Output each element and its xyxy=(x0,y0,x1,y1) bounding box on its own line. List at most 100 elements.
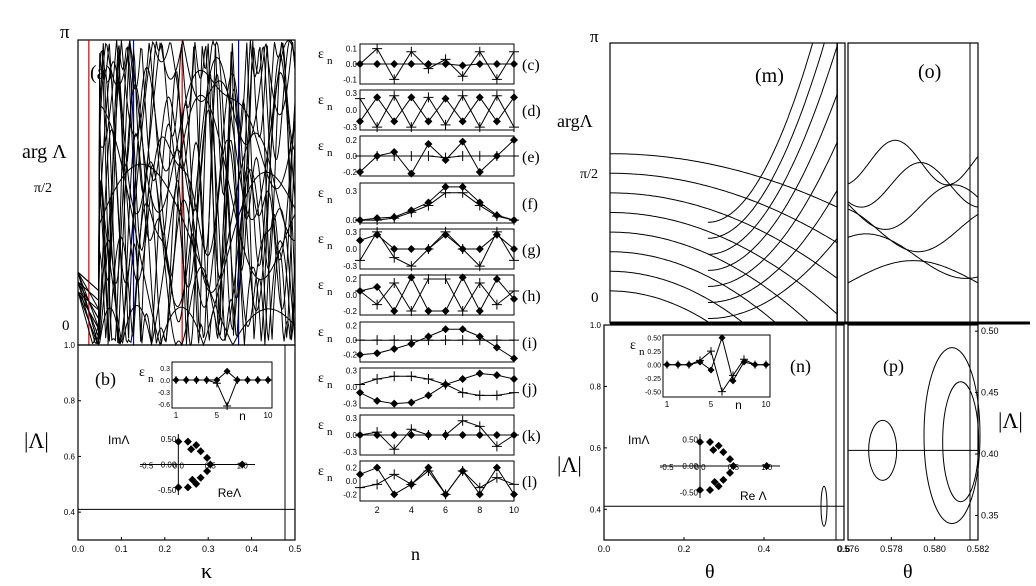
strip-diamond-7 xyxy=(475,307,484,315)
o-curve-4 xyxy=(847,162,979,208)
strip-plus-2 xyxy=(389,278,400,288)
strip-d: 0.3 0.0 -0.3 ε n (d) xyxy=(318,89,541,133)
label-half-left: π/2 xyxy=(34,181,52,196)
strip-diamond-7 xyxy=(475,431,484,439)
strip-plus-line xyxy=(360,155,514,159)
strip-diamond-1 xyxy=(373,463,382,472)
strip-diamond-0 xyxy=(356,168,364,176)
strip-diamond-6 xyxy=(458,182,467,191)
inset-eig-point-b-2 xyxy=(192,441,201,450)
strip-plus-line xyxy=(359,470,515,496)
inset-eps-xtick-b-2: 10 xyxy=(264,411,273,420)
inset-eps-ytick-b-0: 0.3 xyxy=(160,366,170,373)
label-kappa: κ xyxy=(201,558,212,583)
strip-plus-9 xyxy=(509,215,519,226)
strip-plus-8 xyxy=(491,211,502,222)
xticklabel-n-0: 0.0 xyxy=(598,544,611,554)
strip-letter: (e) xyxy=(522,149,540,166)
strip-letter: (i) xyxy=(522,335,537,352)
label-zero-right: 0 xyxy=(591,290,599,306)
strip-diamond-6 xyxy=(458,137,467,146)
strip-plus-7 xyxy=(474,122,485,133)
strip-plus-1 xyxy=(372,122,383,133)
inset-eps-xlabel-b: n xyxy=(239,409,246,423)
strip-eps-label: ε xyxy=(318,139,324,154)
strip-ytick-2: -0.2 xyxy=(343,307,357,316)
strip-plus-1 xyxy=(372,215,383,226)
strip-plus-3 xyxy=(406,306,417,316)
strip-plus-6 xyxy=(457,244,468,254)
strip-diamond-4 xyxy=(424,140,433,148)
yticklabel-b-0: 0.4 xyxy=(64,508,76,517)
inset-eig-point-b-1 xyxy=(183,437,192,446)
inset-eps-label-b: ε xyxy=(139,365,145,380)
label-abs-left: |Λ| xyxy=(24,428,49,453)
yticklabel-b-2: 0.8 xyxy=(64,397,76,406)
label-half-right: π/2 xyxy=(580,167,598,182)
strip-plus-1 xyxy=(372,43,383,54)
xticklabel-n-3: 0.6 xyxy=(838,544,851,554)
inset-eig-point-b-11 xyxy=(187,445,196,454)
strip-plus-2 xyxy=(389,371,400,382)
inset-eps-line-n-plus xyxy=(667,350,766,393)
strip-plus-line xyxy=(360,192,515,221)
strip-k: 0.3 0.0 -0.3 ε n (k) xyxy=(318,414,541,457)
strip-plus-1 xyxy=(372,427,383,438)
strip-ytick-0: 0.3 xyxy=(346,89,358,98)
strip-j: 0.3 0.0 -0.3 ε n (j) xyxy=(318,367,537,409)
strip-diamond-8 xyxy=(492,343,501,352)
strip-plus-1 xyxy=(372,335,383,346)
strip-eps-sub: n xyxy=(327,194,333,206)
inset-eps-plus-b-4 xyxy=(212,379,221,388)
strip-plus-0 xyxy=(355,379,365,390)
strip-diamond-6 xyxy=(458,374,467,383)
strip-diamond-5 xyxy=(441,307,450,315)
strip-frame xyxy=(359,321,515,363)
strip-diamond-3 xyxy=(407,398,416,407)
inset-eps-plus-n-7 xyxy=(740,355,748,364)
m-up-curve-1 xyxy=(707,189,838,303)
strip-diamond-9 xyxy=(510,245,518,253)
strip-plus-8 xyxy=(491,441,502,452)
strip-diamond-2 xyxy=(390,490,399,499)
strip-ytick-2: -0.3 xyxy=(343,400,357,409)
label-a: (a) xyxy=(90,62,112,84)
strip-diamond-1 xyxy=(373,283,382,291)
strip-plus-5 xyxy=(440,430,451,440)
strip-plus-4 xyxy=(423,200,434,211)
strip-diamond-1 xyxy=(373,93,382,102)
inset-eig-ytick-n-1: 0.00 xyxy=(682,462,698,471)
yticklabel-n-1: 0.6 xyxy=(590,444,602,453)
frame-b xyxy=(77,344,296,541)
strip-diamond-8 xyxy=(492,463,501,472)
m-down-curve-3 xyxy=(610,212,838,315)
inset-eps-plus-n-5 xyxy=(718,387,726,396)
strip-letter: (f) xyxy=(522,196,538,213)
strip-plus-2 xyxy=(389,151,400,161)
strip-diamond-3 xyxy=(407,273,416,282)
strip-diamond-8 xyxy=(492,371,501,380)
strip-plus-0 xyxy=(355,286,365,296)
o-curve-2 xyxy=(847,208,979,253)
m-up-curve-2 xyxy=(707,141,838,287)
inset-eps-plus-b-2 xyxy=(192,376,201,384)
inset-eig-xtick-n-1: 0.0 xyxy=(694,463,706,472)
strip-diamond-2 xyxy=(390,431,399,439)
inset-eig-point-n-5 xyxy=(729,462,738,470)
strip-eps-sub: n xyxy=(327,240,333,252)
strip-diamond-line xyxy=(359,139,515,175)
strip-diamond-9 xyxy=(510,490,518,499)
strip-plus-8 xyxy=(491,90,502,101)
strip-plus-7 xyxy=(474,46,485,57)
strip-diamond-3 xyxy=(407,431,416,439)
inset-eps-plus-n-3 xyxy=(696,356,704,365)
inset-eps-ytick-n-0: 0.50 xyxy=(647,336,661,343)
inset-eps-diamond-n-4 xyxy=(707,366,715,374)
strip-plus-4 xyxy=(423,466,434,476)
o-curve-1 xyxy=(847,233,979,279)
xticklabel-p-2: 0.580 xyxy=(923,544,946,554)
inset-eps-xtick-b-1: 5 xyxy=(215,411,220,420)
strip-plus-2 xyxy=(389,90,400,101)
strip-xtick-1: 4 xyxy=(409,505,414,515)
strip-plus-0 xyxy=(355,335,365,346)
